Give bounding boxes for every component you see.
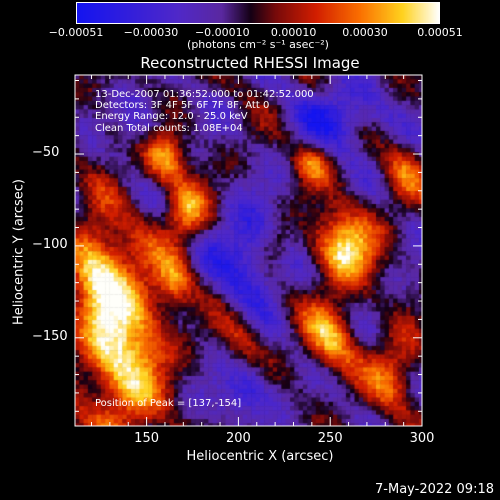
detectors-text: Detectors: 3F 4F 5F 6F 7F 8F, Att 0 [95,100,270,111]
colorbar-tick-label: −0.00030 [123,26,179,39]
clean-total-counts-text: Clean Total counts: 1.08E+04 [95,123,243,134]
colorbar-tick-label: −0.00010 [194,26,250,39]
chart-title: Reconstructed RHESSI Image [140,54,360,72]
time-range-text: 13-Dec-2007 01:36:52.000 to 01:42:52.000 [95,89,314,100]
y-tick-label: −150 [32,328,68,344]
colorbar-unit: (photons cm⁻² s⁻¹ asec⁻²) [187,38,329,51]
x-tick-label: 250 [317,431,343,446]
colorbar-tick-label: 0.00051 [417,26,463,39]
peak-position-text: Position of Peak = [137,-154] [95,398,242,409]
colorbar-tick-label: 0.00010 [270,26,317,39]
y-axis-label: Heliocentric Y (arcsec) [11,179,27,325]
x-axis-label: Heliocentric X (arcsec) [186,449,334,464]
colorbar [76,2,440,24]
x-tick-label: 300 [409,431,435,446]
x-tick-label: 150 [134,431,160,446]
colorbar-tick-label: −0.00051 [48,26,104,39]
x-tick-label: 200 [225,431,251,446]
energy-range-text: Energy Range: 12.0 - 25.0 keV [95,111,248,122]
y-tick-label: −100 [32,236,68,252]
colorbar-gradient [77,3,439,23]
y-tick-label: −50 [32,145,60,161]
footer-timestamp: 7-May-2022 09:18 [375,482,494,497]
colorbar-tick-label: 0.00030 [342,26,388,39]
